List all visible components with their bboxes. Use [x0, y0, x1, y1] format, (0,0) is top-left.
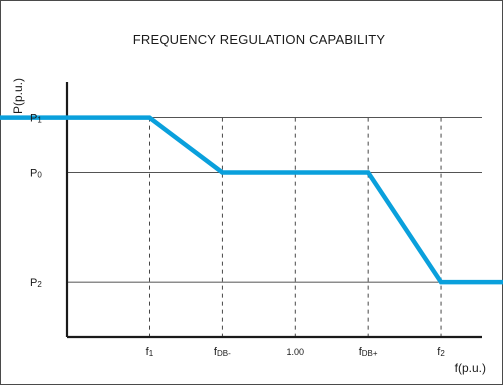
x-tick-labels: f1 fDB- 1.00 fDB+ f2 [146, 346, 446, 358]
x-tick-label-1: fDB- [214, 346, 231, 358]
y-tick-base: P [30, 113, 37, 125]
y-tick-sub: 1 [37, 116, 42, 125]
x-tick-sub: DB- [217, 349, 231, 358]
x-tick-label-3: fDB+ [359, 346, 378, 358]
x-tick-sub: 2 [440, 349, 445, 358]
x-tick-base: f [359, 346, 363, 358]
x-tick-label-2: 1.00 [286, 347, 304, 357]
axes [65, 82, 482, 339]
x-tick-sub: DB+ [362, 349, 378, 358]
x-tick-label-0: f1 [146, 346, 154, 358]
x-tick-label-4: f2 [437, 346, 445, 358]
x-tick-base: f [146, 346, 150, 358]
y-tick-sub: 2 [37, 280, 42, 289]
y-tick-base: P [30, 277, 37, 289]
y-tick-label-1: P0 [30, 167, 42, 179]
x-axis-label: f(p.u.) [455, 361, 486, 375]
grid-lines [67, 117, 482, 337]
y-tick-label-2: P2 [30, 277, 42, 289]
y-tick-base: P [30, 167, 37, 179]
y-tick-sub: 0 [37, 170, 42, 179]
series-group [0, 115, 503, 285]
chart-title: FREQUENCY REGULATION CAPABILITY [133, 32, 386, 47]
y-tick-label-0: P1 [30, 113, 42, 125]
x-tick-sub: 1 [149, 349, 154, 358]
x-tick-base: f [437, 346, 441, 358]
y-axis-label: P(p.u.) [11, 78, 25, 114]
x-tick-base: f [214, 346, 218, 358]
series-line-0 [0, 115, 503, 285]
